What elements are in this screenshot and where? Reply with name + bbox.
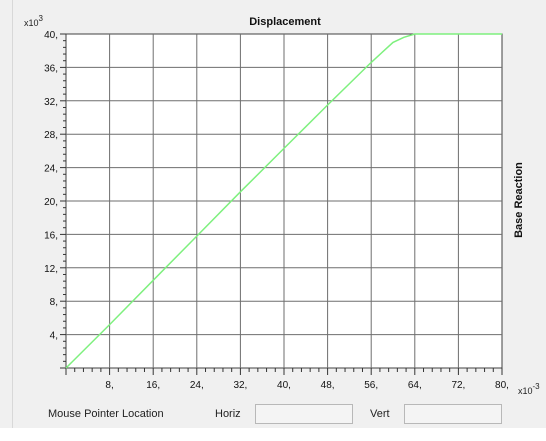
x-multiplier: x10-3 bbox=[518, 382, 540, 396]
y-tick-label: 40, bbox=[44, 30, 58, 41]
x-tick-label: 8, bbox=[105, 380, 113, 391]
series-group bbox=[65, 33, 502, 369]
x-tick-label: 16, bbox=[146, 380, 160, 391]
x-tick-label: 72, bbox=[451, 380, 465, 391]
y-tick-label: 28, bbox=[44, 130, 58, 141]
vert-label: Vert bbox=[370, 408, 390, 420]
y-axis-label: Base Reaction bbox=[513, 162, 525, 238]
x-tick-label: 24, bbox=[190, 380, 204, 391]
mouse-pointer-label: Mouse Pointer Location bbox=[48, 408, 164, 420]
x-tick-label: 40, bbox=[277, 380, 291, 391]
horiz-readout bbox=[255, 404, 353, 424]
y-tick-label: 4, bbox=[50, 331, 58, 342]
tick-labels: 8, 16, 24, 32, 40, 48, 56, 64, 72, 80, 4, 8, 12, 16, 2… bbox=[44, 30, 509, 391]
y-tick-label: 20, bbox=[44, 197, 58, 208]
y-tick-label: 16, bbox=[44, 230, 58, 241]
y-tick-label: 24, bbox=[44, 164, 58, 175]
x-tick-label: 32, bbox=[233, 380, 247, 391]
chart: 8, 16, 24, 32, 40, 48, 56, 64, 72, 80, 4, 8, 12, 16, 2… bbox=[24, 14, 540, 396]
ticks bbox=[60, 33, 503, 375]
y-tick-label: 12, bbox=[44, 264, 58, 275]
x-tick-label: 64, bbox=[408, 380, 422, 391]
y-multiplier: x103 bbox=[24, 14, 44, 28]
x-tick-label: 80, bbox=[495, 380, 509, 391]
x-tick-label: 56, bbox=[364, 380, 378, 391]
grid bbox=[66, 34, 502, 368]
vert-readout bbox=[404, 404, 502, 424]
horiz-label: Horiz bbox=[215, 408, 241, 420]
y-tick-label: 8, bbox=[50, 297, 58, 308]
x-tick-label: 48, bbox=[321, 380, 335, 391]
y-tick-label: 36, bbox=[44, 63, 58, 74]
bottom-strip bbox=[0, 428, 546, 441]
series-line bbox=[65, 33, 502, 369]
mouse-pointer-status: Mouse Pointer Location Horiz Vert bbox=[0, 398, 546, 428]
y-tick-label: 32, bbox=[44, 97, 58, 108]
chart-title: Displacement bbox=[249, 16, 321, 28]
